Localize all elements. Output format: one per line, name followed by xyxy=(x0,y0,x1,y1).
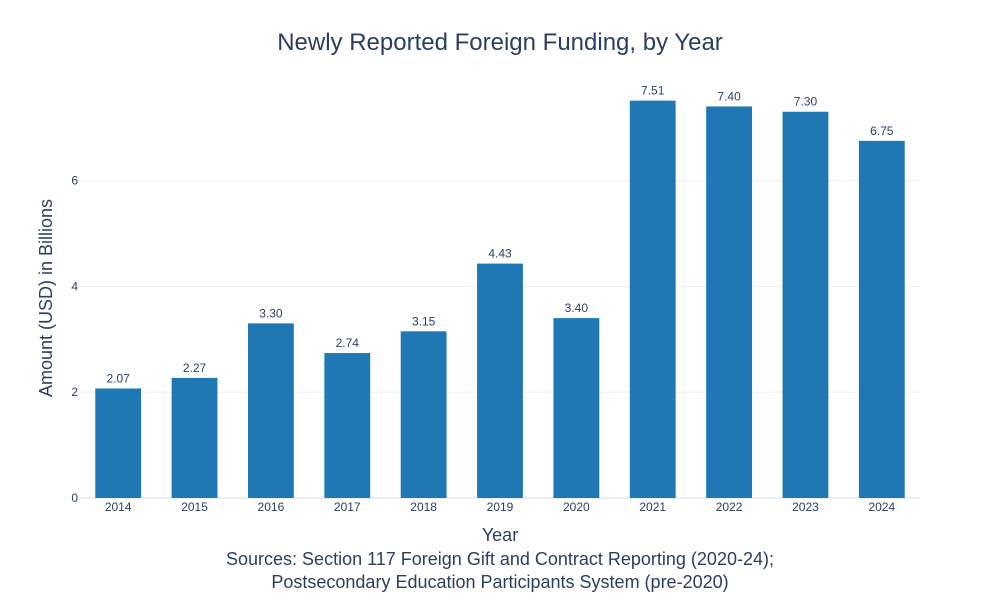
x-tick-label: 2018 xyxy=(410,500,437,514)
x-axis-title: Year xyxy=(482,525,518,545)
bar xyxy=(400,331,447,498)
y-axis-ticks: 0 2 4 6 xyxy=(71,174,78,505)
bar-value-label: 7.30 xyxy=(794,95,818,109)
bar xyxy=(858,140,905,499)
x-tick-label: 2020 xyxy=(563,500,590,514)
data-labels: 2.07 2.27 3.30 2.74 3.15 4.43 3.40 7.51 7.40 7.30… xyxy=(107,84,894,386)
x-tick-label: 2021 xyxy=(639,500,666,514)
source-line-2: Postsecondary Education Participants Sys… xyxy=(271,572,728,592)
bar-value-label: 3.30 xyxy=(259,306,283,320)
bar xyxy=(248,323,294,498)
chart-title: Newly Reported Foreign Funding, by Year xyxy=(277,29,723,56)
bars xyxy=(95,100,905,499)
x-tick-label: 2022 xyxy=(716,500,743,514)
bar xyxy=(782,111,829,499)
source-line-1: Sources: Section 117 Foreign Gift and Co… xyxy=(226,549,774,569)
bar xyxy=(553,318,600,498)
bar-value-label: 7.51 xyxy=(641,84,665,98)
bar xyxy=(629,100,676,499)
y-tick-label: 0 xyxy=(71,491,78,505)
x-tick-label: 2015 xyxy=(181,500,208,514)
bar-value-label: 4.43 xyxy=(488,247,512,261)
bar xyxy=(706,106,752,499)
bar xyxy=(171,377,218,498)
bar-value-label: 2.27 xyxy=(183,361,207,375)
bar-value-label: 7.40 xyxy=(717,89,741,103)
bar xyxy=(477,263,523,498)
x-tick-label: 2017 xyxy=(334,500,361,514)
y-tick-label: 4 xyxy=(71,279,78,293)
bar-value-label: 2.74 xyxy=(336,336,360,350)
y-tick-label: 6 xyxy=(71,174,78,188)
bar-value-label: 6.75 xyxy=(870,124,894,138)
x-tick-label: 2023 xyxy=(792,500,819,514)
y-axis-title: Amount (USD) in Billions xyxy=(36,199,56,397)
bar xyxy=(95,388,142,498)
x-tick-label: 2016 xyxy=(258,500,285,514)
bar-value-label: 2.07 xyxy=(107,371,131,385)
bar-value-label: 3.15 xyxy=(412,314,436,328)
x-tick-label: 2019 xyxy=(487,500,514,514)
x-tick-label: 2014 xyxy=(105,500,132,514)
bar-value-label: 3.40 xyxy=(565,301,589,315)
y-tick-label: 2 xyxy=(71,385,78,399)
x-axis-ticks: 2014 2015 2016 2017 2018 2019 2020 2021 2022 2023… xyxy=(105,500,896,514)
x-tick-label: 2024 xyxy=(868,500,895,514)
bar xyxy=(324,353,371,498)
